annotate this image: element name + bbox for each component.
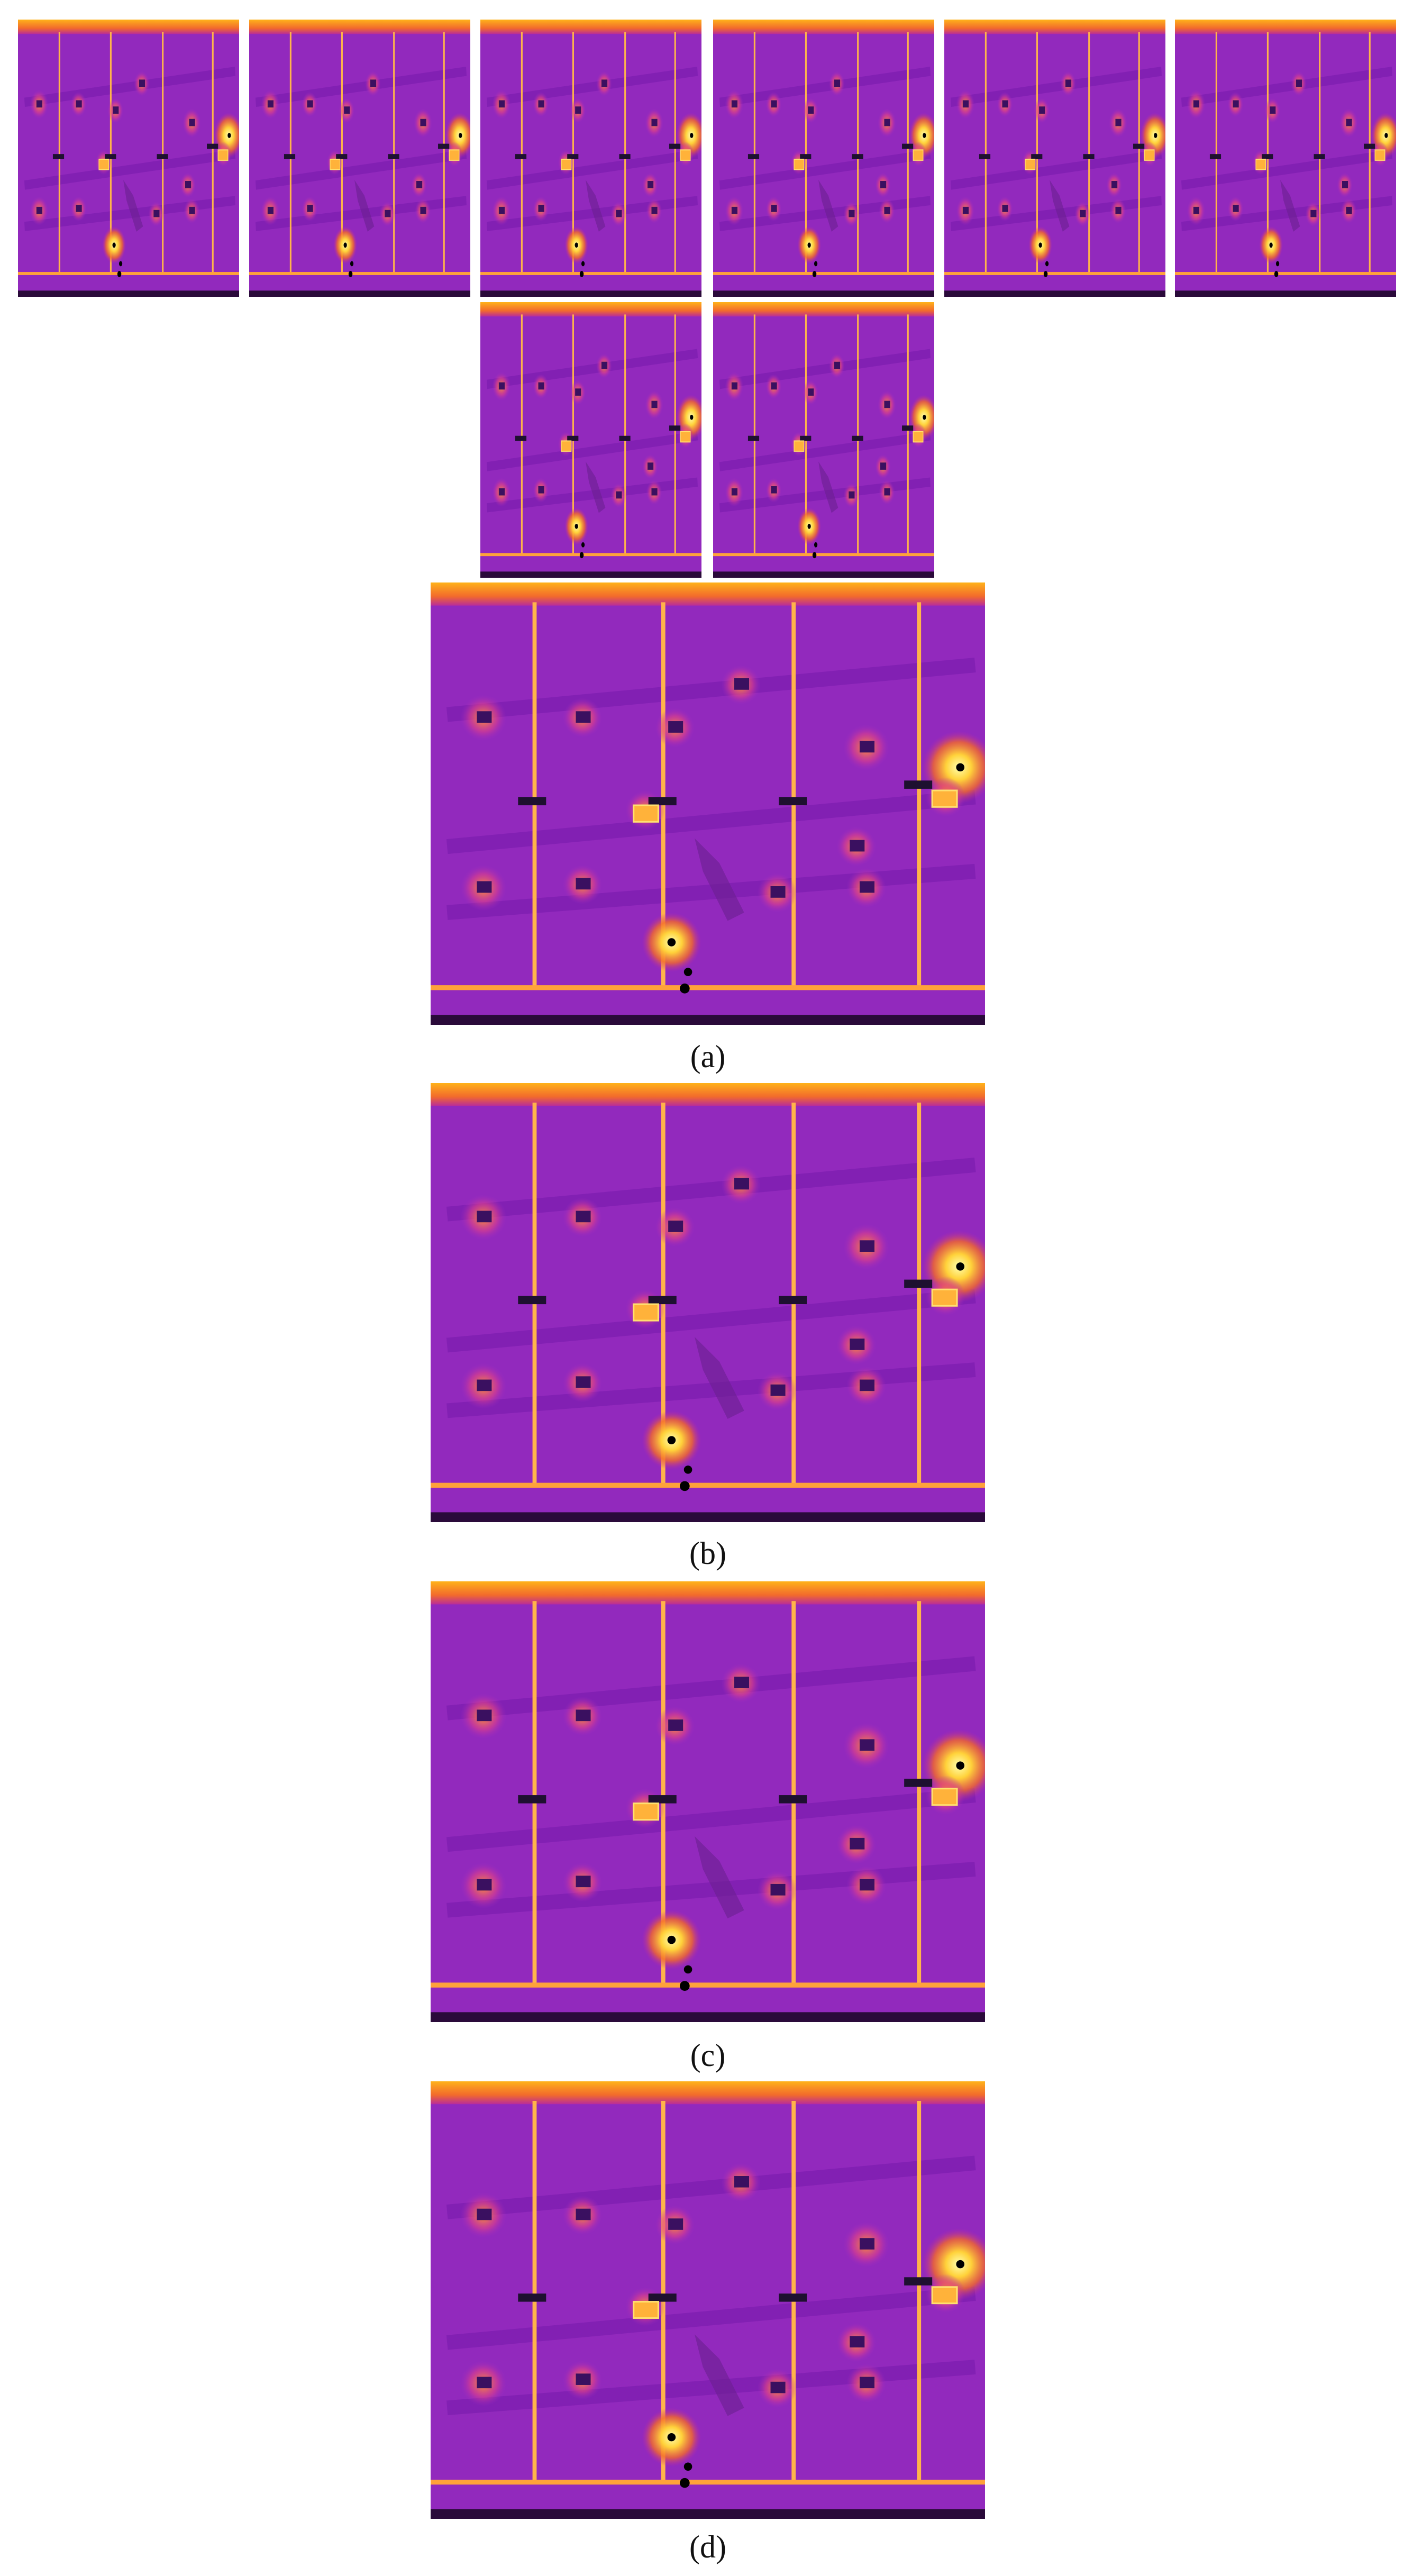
thermal-image <box>431 582 995 1025</box>
small-panels <box>18 20 1400 578</box>
thermal-image <box>944 20 1169 297</box>
panel-label: (d) <box>689 2529 726 2564</box>
thermal-image <box>431 2081 995 2519</box>
thermal-image <box>713 302 938 578</box>
thermal-image <box>431 1083 995 1522</box>
panel-label: (a) <box>690 1039 726 1074</box>
thermal-image <box>249 20 474 297</box>
thermal-image <box>480 302 705 578</box>
panel-label: (b) <box>689 1536 726 1571</box>
thermal-image <box>480 20 705 297</box>
panel-label: (c) <box>690 2038 726 2073</box>
thermal-image <box>18 20 243 297</box>
thermal-image <box>431 1581 995 2022</box>
thermal-image <box>713 20 938 297</box>
thermal-image <box>1175 20 1400 297</box>
